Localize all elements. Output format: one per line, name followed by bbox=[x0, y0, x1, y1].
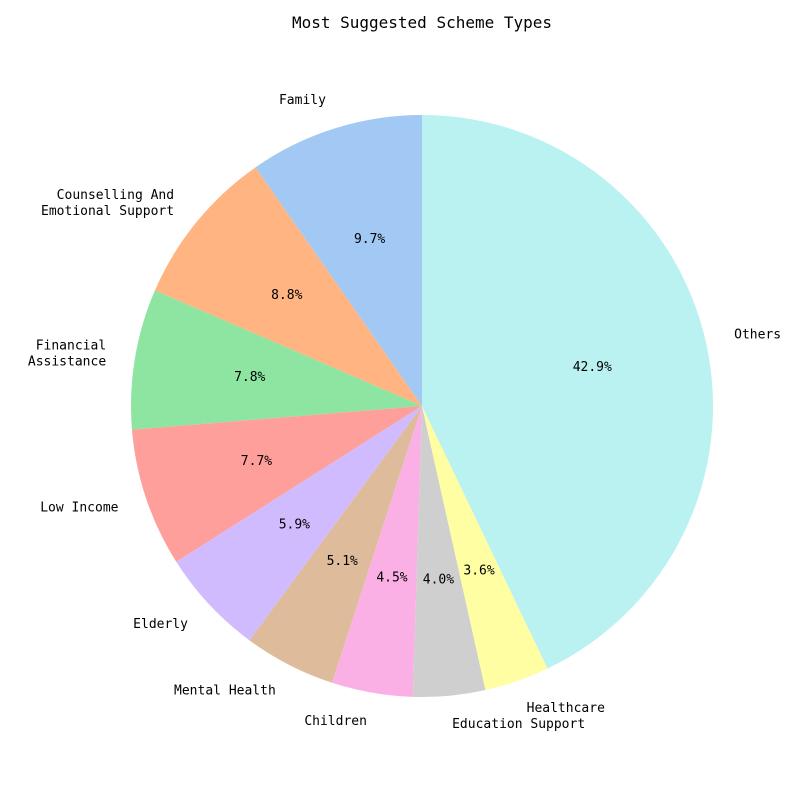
pct-label-education-support: 4.0% bbox=[423, 572, 454, 587]
slice-label-education-support: Education Support bbox=[452, 717, 585, 732]
slice-label-counselling-and-emotional-support: Counselling And Emotional Support bbox=[41, 188, 174, 219]
slice-label-children: Children bbox=[304, 714, 367, 729]
slice-label-healthcare: Healthcare bbox=[527, 701, 605, 716]
pie-slice-healthcare bbox=[422, 406, 548, 690]
pie-slice-education-support bbox=[412, 406, 486, 697]
pie-slice-family bbox=[255, 115, 422, 406]
pct-label-children: 4.5% bbox=[376, 571, 407, 586]
pct-label-healthcare: 3.6% bbox=[463, 564, 494, 579]
pct-label-financial-assistance: 7.8% bbox=[234, 370, 265, 385]
category-labels: Family Counselling And Emotional Support Fi… bbox=[28, 93, 781, 732]
pie-slice-children bbox=[332, 406, 422, 697]
pct-label-low-income: 7.7% bbox=[241, 454, 272, 469]
slice-label-mental-health: Mental Health bbox=[174, 683, 276, 698]
pie-slice-elderly bbox=[176, 406, 422, 641]
slice-label-family: Family bbox=[279, 93, 326, 108]
pct-label-counselling-and-emotional-support: 8.8% bbox=[271, 288, 302, 303]
pie-slice-others bbox=[422, 115, 714, 669]
pct-label-elderly: 5.9% bbox=[279, 518, 310, 533]
pct-label-family: 9.7% bbox=[354, 232, 385, 247]
pie-slices bbox=[130, 115, 714, 697]
slice-label-others: Others bbox=[734, 328, 781, 343]
pct-label-mental-health: 5.1% bbox=[327, 554, 358, 569]
percentage-labels: 9.7% 8.8% 7.8% 7.7% 5.9% 5.1% 4.5% 4.0% 3.6% 42.9… bbox=[234, 232, 612, 587]
slice-label-elderly: Elderly bbox=[133, 617, 188, 632]
chart-title: Most Suggested Scheme Types bbox=[292, 13, 552, 32]
pct-label-others: 42.9% bbox=[573, 360, 612, 375]
slice-label-low-income: Low Income bbox=[40, 500, 118, 515]
slice-label-financial-assistance: Financial Assistance bbox=[28, 338, 106, 369]
pie-slice-financial-assistance bbox=[130, 290, 422, 430]
pie-slice-low-income bbox=[131, 406, 422, 562]
pie-slice-counselling-and-emotional-support bbox=[154, 167, 422, 406]
pie-slice-mental-health bbox=[249, 406, 422, 683]
